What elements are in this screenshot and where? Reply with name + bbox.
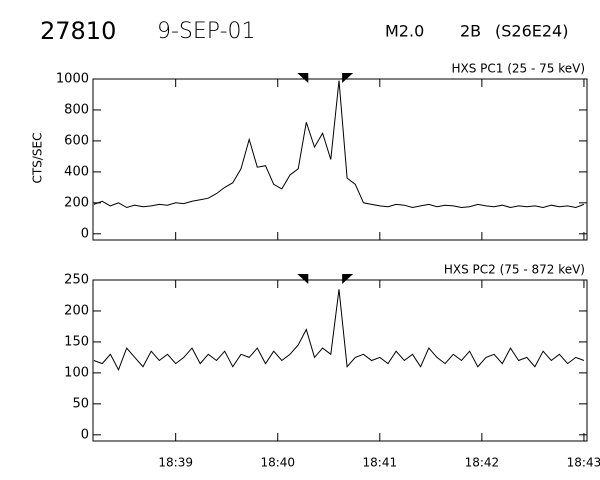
y-tick-label: 100: [64, 365, 89, 380]
y-tick-label: 1000: [56, 72, 89, 87]
plot-frame: [92, 78, 588, 241]
optical-class: 2B: [460, 22, 481, 41]
date: 9-SEP-01: [157, 19, 256, 44]
y-tick-label: 150: [64, 334, 89, 349]
time-marker: [297, 73, 309, 83]
data-line: [93, 289, 585, 372]
event-id: 27810: [40, 17, 116, 45]
y-tick-label: 0: [81, 226, 89, 241]
y-tick-label: 0: [81, 427, 89, 442]
time-marker: [342, 274, 354, 284]
y-tick-label: 200: [64, 195, 89, 210]
x-tick-label: 18:41: [363, 456, 398, 470]
panel-title: HXS PC2 (75 - 872 keV): [444, 263, 585, 277]
y-tick-label: 600: [64, 133, 89, 148]
plot-frame: [92, 279, 588, 442]
panel-title: HXS PC1 (25 - 75 keV): [451, 62, 585, 76]
time-marker: [297, 274, 309, 284]
data-line: [93, 80, 585, 209]
x-tick-label: 18:39: [158, 456, 193, 470]
y-tick-label: 400: [64, 164, 89, 179]
y-tick-label: 200: [64, 303, 89, 318]
location: (S26E24): [495, 22, 568, 41]
flare-class: M2.0: [385, 22, 424, 41]
y-tick-label: 800: [64, 102, 89, 117]
y-tick-label: 50: [72, 396, 89, 411]
x-tick-label: 18:40: [260, 456, 295, 470]
x-tick-label: 18:43: [567, 456, 600, 470]
y-tick-label: 250: [64, 273, 89, 288]
x-tick-label: 18:42: [465, 456, 500, 470]
time-marker: [342, 73, 354, 83]
y-axis-label: CTS/SEC: [31, 133, 45, 184]
